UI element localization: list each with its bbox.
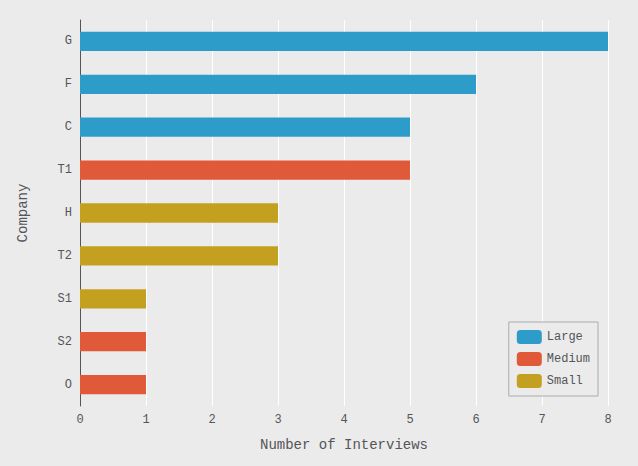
svg-text:0: 0 <box>76 413 83 427</box>
svg-text:H: H <box>65 206 72 220</box>
svg-text:T1: T1 <box>58 163 72 177</box>
svg-text:Number of Interviews: Number of Interviews <box>260 437 428 453</box>
svg-text:S2: S2 <box>58 335 72 349</box>
svg-text:6: 6 <box>472 413 479 427</box>
svg-text:Medium: Medium <box>547 352 590 366</box>
svg-text:3: 3 <box>274 413 281 427</box>
svg-text:Company: Company <box>15 184 31 243</box>
svg-text:7: 7 <box>538 413 545 427</box>
svg-text:5: 5 <box>406 413 413 427</box>
svg-text:O: O <box>65 378 72 392</box>
svg-text:Small: Small <box>547 374 583 388</box>
svg-text:8: 8 <box>604 413 611 427</box>
svg-text:2: 2 <box>208 413 215 427</box>
svg-text:1: 1 <box>142 413 149 427</box>
svg-text:4: 4 <box>340 413 347 427</box>
svg-text:T2: T2 <box>58 249 72 263</box>
svg-text:G: G <box>65 34 72 48</box>
svg-text:Large: Large <box>547 330 583 344</box>
svg-text:F: F <box>65 77 72 91</box>
svg-text:C: C <box>65 120 72 134</box>
svg-text:S1: S1 <box>58 292 72 306</box>
